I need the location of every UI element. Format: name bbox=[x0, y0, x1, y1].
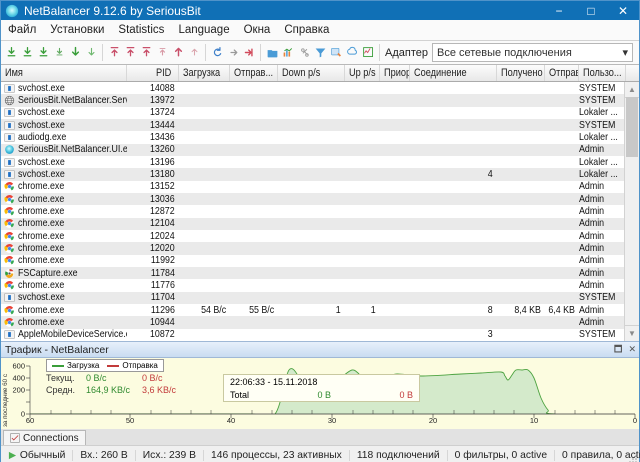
svg-text:30: 30 bbox=[328, 416, 336, 425]
svg-text:20: 20 bbox=[429, 416, 437, 425]
svg-text:200: 200 bbox=[12, 386, 25, 395]
svg-text:50: 50 bbox=[126, 416, 134, 425]
svg-text:60: 60 bbox=[26, 416, 34, 425]
svg-text:400: 400 bbox=[12, 374, 25, 383]
svg-text:10: 10 bbox=[530, 416, 538, 425]
svg-text:0: 0 bbox=[633, 416, 637, 425]
svg-text:600: 600 bbox=[12, 362, 25, 371]
svg-text:0: 0 bbox=[21, 410, 25, 419]
svg-text:40: 40 bbox=[227, 416, 235, 425]
